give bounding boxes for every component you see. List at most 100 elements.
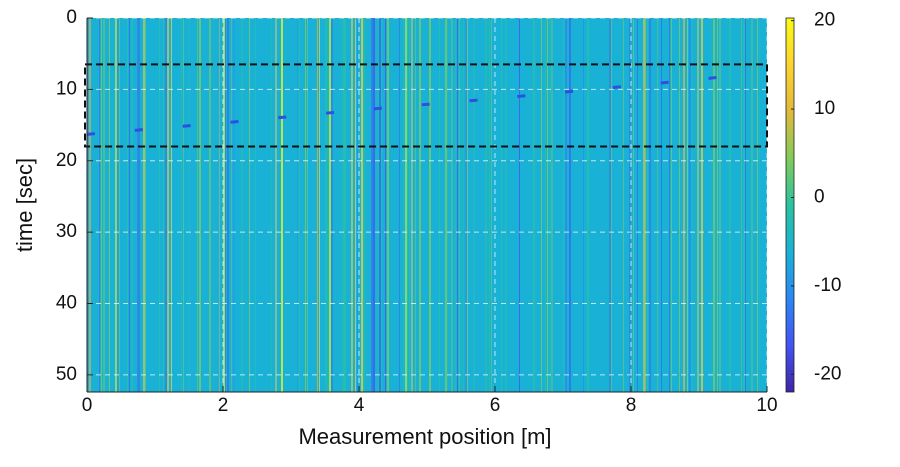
texture-stripe — [159, 18, 160, 392]
texture-stripe — [391, 18, 393, 392]
texture-stripe — [283, 18, 284, 392]
texture-stripe — [583, 18, 584, 392]
colorbar — [785, 17, 795, 393]
texture-stripe — [361, 18, 363, 392]
texture-stripe — [601, 18, 603, 392]
texture-stripe — [189, 18, 190, 392]
texture-stripe — [241, 18, 243, 392]
texture-stripe — [467, 18, 468, 392]
texture-stripe — [297, 18, 298, 392]
texture-stripe — [697, 18, 699, 392]
texture-stripe — [457, 18, 458, 392]
texture-stripe — [275, 18, 277, 392]
texture-stripe — [407, 18, 408, 392]
texture-stripe — [647, 18, 648, 392]
colorbar-tick-label: -10 — [814, 275, 841, 296]
texture-stripe — [343, 18, 345, 392]
texture-stripe — [109, 18, 110, 392]
texture-stripe — [327, 18, 329, 392]
texture-stripe — [547, 18, 548, 392]
texture-stripe — [633, 18, 634, 392]
x-axis-label: Measurement position [m] — [298, 424, 551, 449]
texture-stripe — [473, 18, 475, 392]
texture-stripe — [373, 18, 375, 392]
texture-stripe — [341, 18, 342, 392]
texture-stripe — [99, 18, 100, 392]
texture-stripe — [565, 18, 567, 392]
texture-stripe — [301, 18, 302, 392]
texture-stripe — [455, 18, 456, 392]
texture-stripe — [505, 18, 507, 392]
texture-stripe — [371, 18, 373, 392]
texture-stripe — [741, 18, 742, 392]
texture-stripe — [643, 18, 645, 392]
texture-stripe — [139, 18, 140, 392]
y-tick-label: 30 — [56, 221, 77, 242]
texture-stripe — [183, 18, 184, 392]
texture-stripe — [103, 18, 105, 392]
texture-stripe — [637, 18, 638, 392]
texture-stripe — [461, 18, 462, 392]
texture-stripe — [329, 18, 331, 392]
texture-stripe — [95, 18, 96, 392]
texture-stripe — [757, 18, 758, 392]
texture-stripe — [119, 18, 120, 392]
colorbar-tick-label: 0 — [814, 187, 825, 208]
texture-stripe — [379, 18, 381, 392]
texture-stripe — [415, 18, 416, 392]
texture-stripe — [451, 18, 453, 392]
highlight-box — [84, 63, 768, 148]
texture-stripe — [263, 18, 265, 392]
texture-stripe — [333, 18, 335, 392]
x-tick-label: 6 — [490, 395, 501, 416]
texture-stripe — [167, 18, 169, 392]
texture-stripe — [345, 18, 346, 392]
texture-stripe — [657, 18, 658, 392]
texture-stripe — [445, 18, 447, 392]
texture-stripe — [447, 18, 448, 392]
texture-stripe — [683, 18, 685, 392]
texture-stripe — [165, 18, 167, 392]
texture-stripe — [399, 18, 400, 392]
texture-stripe — [163, 18, 164, 392]
texture-stripe — [519, 18, 520, 392]
texture-stripe — [701, 18, 703, 392]
texture-stripe — [137, 18, 139, 392]
texture — [87, 18, 767, 392]
texture-stripe — [171, 18, 172, 392]
colorbar-tick-label: 20 — [814, 10, 835, 31]
texture-stripe — [417, 18, 418, 392]
texture-stripe — [305, 18, 306, 392]
x-tick-label: 0 — [82, 395, 93, 416]
x-tick-label: 2 — [218, 395, 229, 416]
texture-stripe — [129, 18, 130, 392]
texture-stripe — [671, 18, 672, 392]
texture-stripe — [387, 18, 389, 392]
texture-stripe — [209, 18, 211, 392]
texture-stripe — [729, 18, 731, 392]
texture-stripe — [745, 18, 746, 392]
texture-stripe — [411, 18, 413, 392]
y-tick-label: 50 — [56, 364, 77, 385]
texture-stripe — [551, 18, 553, 392]
texture-stripe — [627, 18, 628, 392]
texture-stripe — [735, 18, 737, 392]
texture-stripe — [231, 18, 232, 392]
texture-stripe — [569, 18, 571, 392]
texture-stripe — [679, 18, 680, 392]
texture-stripe — [131, 18, 133, 392]
texture-stripe — [117, 18, 119, 392]
texture-stripe — [687, 18, 688, 392]
texture-stripe — [439, 18, 440, 392]
texture-stripe — [717, 18, 718, 392]
texture-stripe — [315, 18, 316, 392]
texture-stripe — [419, 18, 421, 392]
texture-stripe — [629, 18, 631, 392]
texture-stripe — [363, 18, 365, 392]
y-tick-label: 20 — [56, 150, 77, 171]
texture-stripe — [549, 18, 551, 392]
texture-stripe — [393, 18, 394, 392]
texture-stripe — [319, 18, 320, 392]
texture-stripe — [351, 18, 353, 392]
